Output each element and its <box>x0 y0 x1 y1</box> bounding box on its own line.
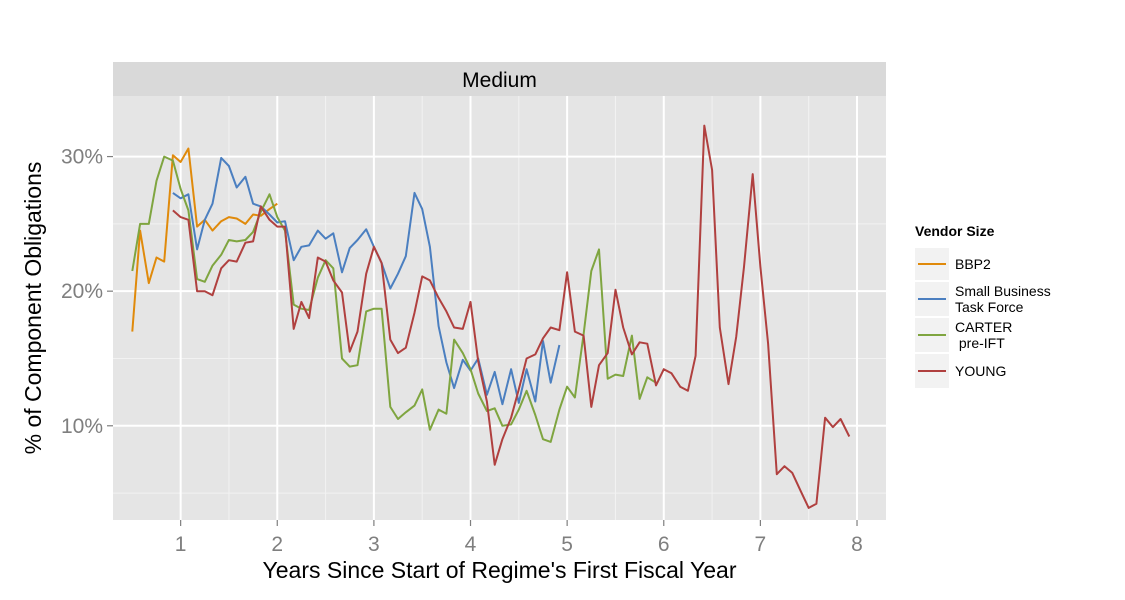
legend: Vendor Size BBP2 Small Business Task Force… <box>915 223 1051 388</box>
facet-label: Medium <box>462 69 537 92</box>
legend-label: BBP2 <box>955 256 991 272</box>
x-tick-label: 8 <box>851 533 863 556</box>
facet-strip <box>113 62 886 96</box>
x-tick-label: 5 <box>561 533 573 556</box>
x-axis: 1 2 3 4 5 6 7 8 <box>175 520 863 556</box>
x-tick-label: 2 <box>271 533 283 556</box>
legend-title: Vendor Size <box>915 223 995 239</box>
legend-label: Small Business Task Force <box>955 283 1051 315</box>
y-axis: 10% 20% 30% <box>61 146 113 438</box>
y-tick-label: 30% <box>61 146 103 169</box>
x-axis-title: Years Since Start of Regime's First Fisc… <box>263 557 737 583</box>
x-tick-label: 1 <box>175 533 187 556</box>
series-line-2 <box>131 155 657 443</box>
y-tick-label: 20% <box>61 280 103 303</box>
x-tick-label: 4 <box>465 533 477 556</box>
x-tick-label: 6 <box>658 533 670 556</box>
series-line-3 <box>172 124 851 509</box>
x-tick-label: 3 <box>368 533 380 556</box>
y-tick-label: 10% <box>61 415 103 438</box>
legend-label: YOUNG <box>955 363 1006 379</box>
x-tick-label: 7 <box>755 533 767 556</box>
legend-label: CARTER pre-IFT <box>955 319 1012 351</box>
series-line-1 <box>172 156 561 406</box>
series-lines <box>131 124 851 509</box>
y-axis-title: % of Component Obligations <box>20 162 46 455</box>
major-gridlines <box>113 96 886 520</box>
